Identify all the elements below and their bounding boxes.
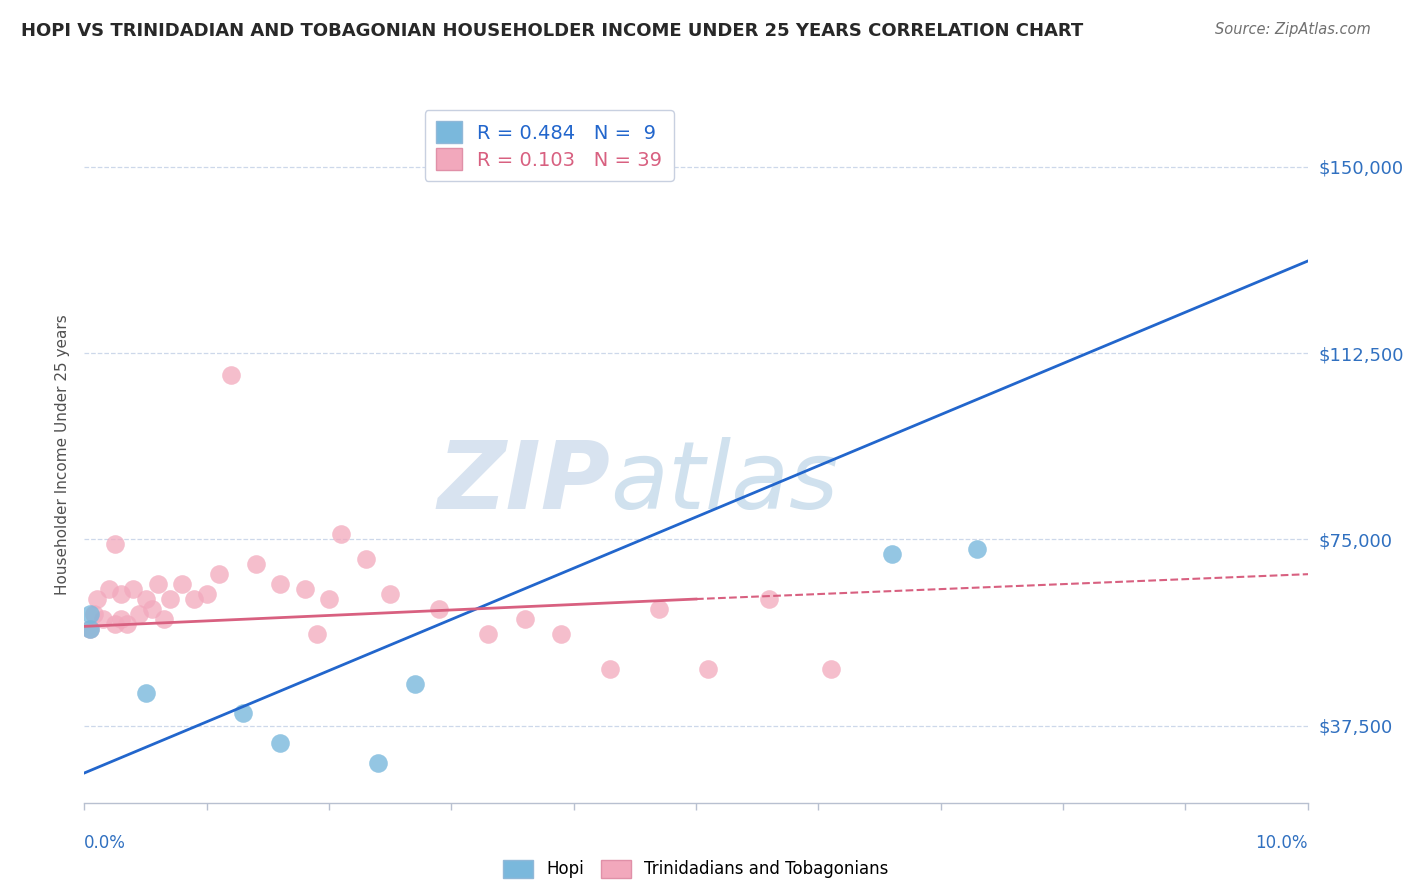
Point <box>195 587 218 601</box>
Point <box>128 607 150 621</box>
Point <box>83 607 105 621</box>
Point <box>146 577 169 591</box>
Point <box>135 592 157 607</box>
Text: HOPI VS TRINIDADIAN AND TOBAGONIAN HOUSEHOLDER INCOME UNDER 25 YEARS CORRELATION: HOPI VS TRINIDADIAN AND TOBAGONIAN HOUSE… <box>21 22 1084 40</box>
Text: ZIP: ZIP <box>437 437 610 529</box>
Point <box>404 676 426 690</box>
Point <box>697 662 720 676</box>
Point <box>305 627 328 641</box>
Point <box>269 736 291 750</box>
Point <box>172 577 194 591</box>
Point <box>115 616 138 631</box>
Point <box>104 537 127 551</box>
Point <box>380 587 402 601</box>
Point <box>513 612 536 626</box>
Y-axis label: Householder Income Under 25 years: Householder Income Under 25 years <box>55 315 70 595</box>
Point <box>245 558 267 572</box>
Point <box>330 527 353 541</box>
Legend: Hopi, Trinidadians and Tobagonians: Hopi, Trinidadians and Tobagonians <box>496 853 896 885</box>
Point <box>269 577 291 591</box>
Point <box>183 592 205 607</box>
Point <box>232 706 254 721</box>
Point <box>820 662 842 676</box>
Point <box>294 582 316 596</box>
Text: 10.0%: 10.0% <box>1256 834 1308 852</box>
Point <box>97 582 120 596</box>
Text: Source: ZipAtlas.com: Source: ZipAtlas.com <box>1215 22 1371 37</box>
Point <box>141 602 163 616</box>
Point <box>110 587 132 601</box>
Point <box>550 627 572 641</box>
Point <box>110 612 132 626</box>
Point <box>79 622 101 636</box>
Point <box>86 592 108 607</box>
Point <box>477 627 499 641</box>
Point <box>219 368 242 383</box>
Point <box>79 607 101 621</box>
Point <box>122 582 145 596</box>
Point <box>318 592 340 607</box>
Point <box>966 542 988 557</box>
Point <box>367 756 389 770</box>
Point <box>208 567 231 582</box>
Point <box>354 552 377 566</box>
Point <box>153 612 176 626</box>
Text: atlas: atlas <box>610 437 838 528</box>
Point <box>427 602 450 616</box>
Point <box>599 662 621 676</box>
Point <box>104 616 127 631</box>
Point <box>880 547 903 561</box>
Point <box>91 612 114 626</box>
Point <box>135 686 157 700</box>
Text: 0.0%: 0.0% <box>84 834 127 852</box>
Point <box>159 592 181 607</box>
Point <box>648 602 671 616</box>
Point <box>758 592 780 607</box>
Point <box>79 622 101 636</box>
